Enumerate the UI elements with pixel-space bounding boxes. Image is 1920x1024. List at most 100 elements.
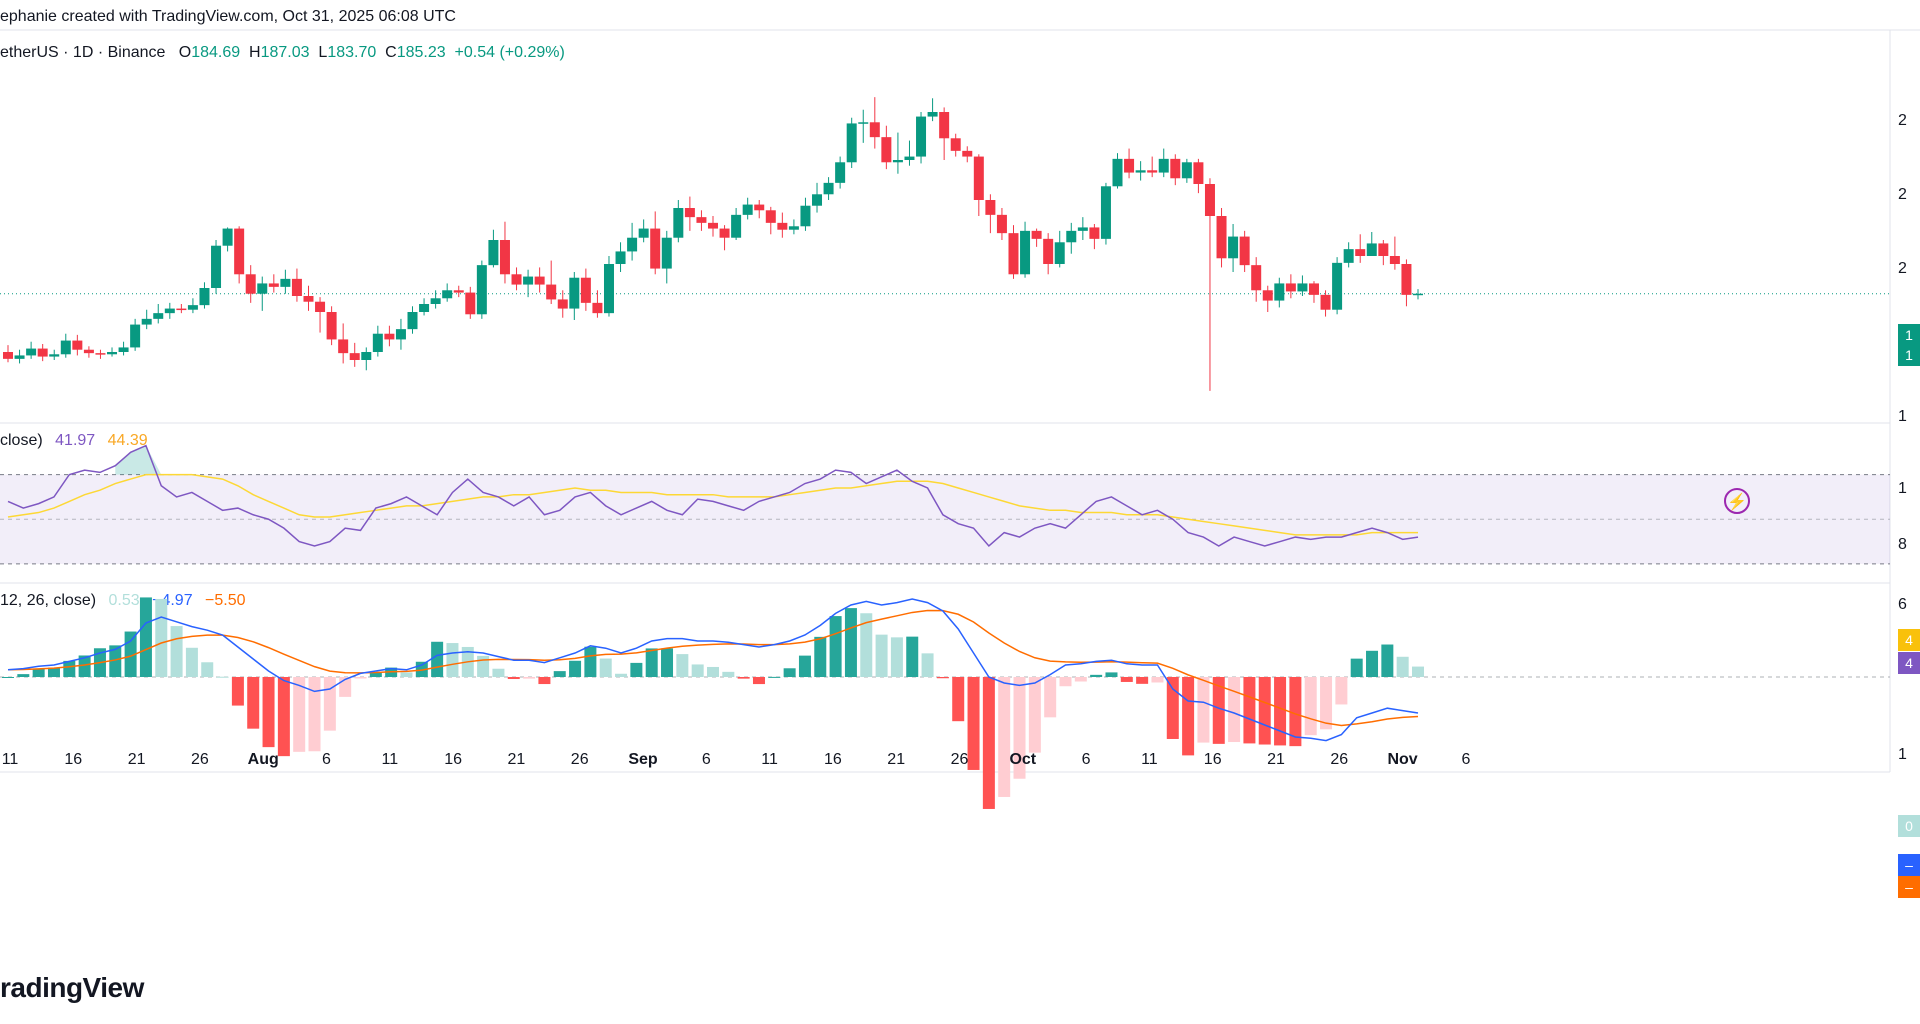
candle-body bbox=[1031, 230, 1042, 239]
macd-histogram-bar bbox=[829, 616, 842, 677]
candle-body bbox=[996, 214, 1007, 234]
macd-histogram-bar bbox=[982, 677, 995, 809]
time-axis-tick: Oct bbox=[1009, 751, 1036, 768]
candle-body bbox=[291, 278, 302, 296]
time-axis-tick: 11 bbox=[761, 751, 778, 768]
macd-histogram-bar bbox=[109, 645, 122, 677]
candle-body bbox=[1378, 243, 1389, 256]
macd-histogram-bar bbox=[507, 677, 520, 680]
macd-histogram-bar bbox=[1166, 677, 1179, 739]
macd-histogram-bar bbox=[1120, 677, 1133, 682]
macd-histogram-bar bbox=[1090, 674, 1103, 677]
candle-body bbox=[731, 214, 742, 238]
macd-histogram-bar bbox=[1182, 677, 1195, 756]
ohlc-legend: etherUS · 1D · Binance O184.69 H187.03 L… bbox=[0, 44, 565, 62]
macd-histogram-bar bbox=[1044, 677, 1057, 718]
time-axis-tick: Sep bbox=[628, 751, 658, 768]
macd-legend[interactable]: 12, 26, close) 0.53 −4.97 −5.50 bbox=[0, 592, 254, 610]
time-axis-tick: 6 bbox=[702, 751, 711, 768]
candle-body bbox=[592, 302, 603, 314]
macd-histogram-bar bbox=[247, 677, 260, 729]
candle-body bbox=[488, 240, 499, 266]
macd-histogram-bar bbox=[231, 677, 244, 706]
price-scale-tick: 2 bbox=[1898, 260, 1907, 277]
candle-body bbox=[1216, 216, 1227, 259]
macd-histogram-bar bbox=[921, 653, 934, 677]
macd-histogram-bar bbox=[630, 662, 643, 677]
candle-body bbox=[962, 150, 973, 157]
candle-body bbox=[395, 329, 406, 340]
rsi-ma-tag: 4 bbox=[1898, 629, 1920, 651]
candle-body bbox=[60, 340, 71, 355]
candle-body bbox=[765, 210, 776, 223]
rsi-scale-tick: 6 bbox=[1898, 596, 1907, 613]
time-axis-tick: 11 bbox=[1141, 751, 1158, 768]
macd-line bbox=[7, 598, 1419, 742]
candle-body bbox=[1401, 264, 1412, 295]
macd-histogram-bar bbox=[1381, 644, 1394, 677]
candle-body bbox=[326, 312, 337, 340]
macd-histogram-bar bbox=[768, 676, 781, 678]
macd-histogram-bar bbox=[1350, 658, 1363, 677]
time-axis-tick: 21 bbox=[887, 751, 905, 768]
candle-body bbox=[627, 237, 638, 252]
candle-body bbox=[719, 228, 730, 238]
candle-body bbox=[187, 305, 198, 310]
macd-histogram-bar bbox=[277, 677, 290, 757]
lightning-bolt-icon[interactable]: ⚡ bbox=[1724, 488, 1750, 514]
rsi-overbought-fill bbox=[115, 445, 177, 475]
candle-body bbox=[1077, 227, 1088, 231]
candle-body bbox=[638, 228, 649, 238]
candle-body bbox=[349, 353, 360, 360]
candle-body bbox=[211, 245, 222, 288]
candle-body bbox=[107, 352, 118, 355]
macd-histogram-bar bbox=[523, 677, 536, 679]
time-axis-tick: 26 bbox=[951, 751, 969, 768]
macd-histogram-bar bbox=[1320, 677, 1333, 730]
macd-histogram-bar bbox=[1366, 650, 1379, 677]
candle-body bbox=[1181, 162, 1192, 179]
symbol-label[interactable]: etherUS · 1D · Binance bbox=[0, 44, 166, 61]
macd-value-tag: – bbox=[1898, 854, 1920, 876]
macd-histogram-bar bbox=[967, 677, 980, 770]
close-value: 185.23 bbox=[396, 44, 446, 61]
price-scale-tick: 2 bbox=[1898, 186, 1907, 203]
macd-histogram-bar bbox=[1059, 677, 1072, 687]
candle-body bbox=[812, 194, 823, 206]
time-axis-tick: 16 bbox=[444, 751, 462, 768]
candle-body bbox=[1355, 249, 1366, 256]
candle-body bbox=[268, 283, 279, 287]
macd-histogram-bar bbox=[400, 672, 413, 677]
macd-histogram-bar bbox=[599, 658, 612, 677]
time-axis-tick: 16 bbox=[824, 751, 842, 768]
macd-histogram-bar bbox=[814, 636, 827, 677]
candle-body bbox=[72, 340, 83, 350]
open-value: 184.69 bbox=[191, 44, 241, 61]
price-scale-tick: 1 bbox=[1898, 408, 1907, 425]
candle-body bbox=[1124, 158, 1135, 173]
candle-body bbox=[419, 304, 430, 312]
macd-histogram-bar bbox=[584, 646, 597, 677]
macd-histogram-bar bbox=[1013, 677, 1026, 779]
candle-body bbox=[1251, 265, 1262, 291]
macd-histogram-bar bbox=[538, 677, 551, 685]
macd-histogram-bar bbox=[1243, 677, 1256, 744]
candle-body bbox=[361, 352, 372, 360]
candle-body bbox=[442, 290, 453, 299]
macd-histogram-bar bbox=[844, 608, 857, 677]
candle-body bbox=[141, 318, 152, 325]
candle-body bbox=[1366, 243, 1377, 256]
macd-histogram-bar bbox=[170, 626, 183, 677]
rsi-legend[interactable]: close) 41.97 44.39 bbox=[0, 432, 156, 450]
candle-body bbox=[1054, 242, 1065, 264]
candle-body bbox=[14, 355, 25, 359]
candle-body bbox=[234, 228, 245, 275]
candle-body bbox=[615, 251, 626, 264]
macd-histogram-bar bbox=[492, 668, 505, 677]
candle-body bbox=[130, 324, 141, 348]
macd-histogram-bar bbox=[1197, 677, 1210, 743]
macd-histogram-bar bbox=[783, 668, 796, 677]
candle-body bbox=[742, 204, 753, 215]
candle-body bbox=[835, 162, 846, 183]
